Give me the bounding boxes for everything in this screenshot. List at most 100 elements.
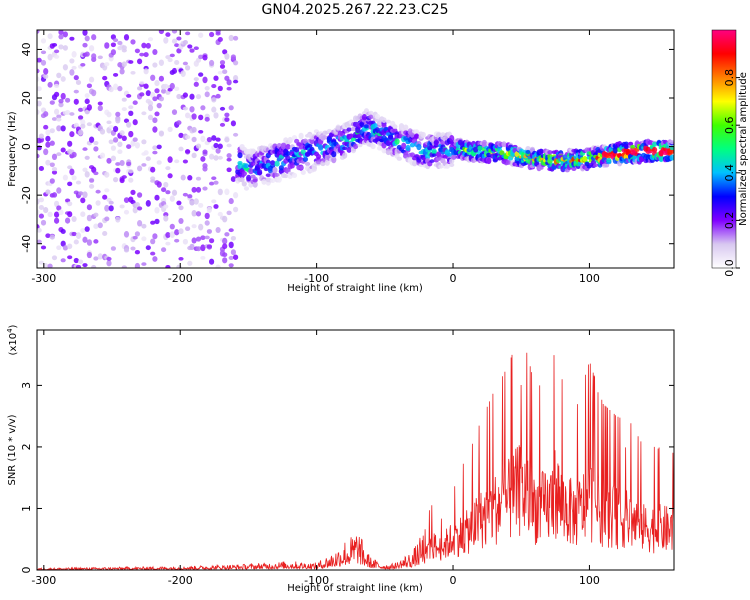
spectrogram-cell — [37, 68, 40, 74]
spectrogram-cell — [226, 157, 232, 162]
spectrogram-cell — [137, 165, 143, 172]
spectrogram-cell — [128, 130, 134, 138]
spectrogram-cell — [438, 164, 444, 169]
spectrogram-cell — [287, 136, 293, 144]
spectrogram-cell — [237, 152, 243, 159]
spectrogram-cell — [60, 147, 66, 153]
spectrogram-cell — [300, 170, 306, 175]
spectrogram-cell — [78, 129, 84, 136]
spectrogram-cell — [86, 104, 92, 111]
spectrogram-cell — [75, 180, 82, 185]
spectrogram-cell — [93, 212, 99, 218]
spectrogram-cell — [132, 100, 138, 105]
spectrogram-cell — [65, 97, 71, 103]
spectrogram-cell — [45, 135, 51, 142]
spectrogram-cell — [200, 156, 206, 162]
spectrogram-cell — [372, 123, 378, 129]
spectrogram-cell — [104, 204, 110, 212]
spectrogram-cell — [342, 146, 348, 151]
spectrogram-cell — [73, 257, 79, 264]
spectrogram-cell — [433, 140, 439, 145]
spectrogram-cell — [233, 254, 239, 260]
spectrogram-cell — [147, 37, 154, 42]
spectrogram-cell — [198, 114, 204, 121]
spectrogram-cell — [67, 165, 73, 170]
spectrogram-cell — [86, 122, 92, 127]
spectrogram-cell — [324, 159, 330, 166]
spectrogram-cell — [374, 113, 381, 120]
spectrogram-cell — [106, 157, 112, 164]
spectrogram-cell — [56, 117, 62, 122]
spectrogram-cell — [93, 239, 99, 244]
y-tick-label: 2 — [20, 443, 33, 450]
spectrogram-cell — [202, 166, 208, 172]
spectrogram-cell — [104, 42, 110, 49]
spectrogram-cell — [49, 178, 55, 184]
spectrogram-cell — [110, 246, 116, 251]
spectrogram-cell — [150, 91, 156, 99]
spectrogram-cell — [108, 200, 114, 205]
spectrogram-cell — [115, 162, 121, 166]
spectrogram-cell — [228, 34, 234, 42]
spectrogram-cell — [119, 130, 125, 136]
spectrogram-cell — [69, 69, 75, 76]
spectrogram-cell — [217, 37, 223, 42]
spectrogram-cell — [226, 153, 232, 159]
spectrogram-cell — [265, 173, 271, 178]
colorbar-tick-label: 0.0 — [723, 259, 736, 277]
spectrogram-cell — [104, 216, 110, 222]
spectrogram-cell — [97, 105, 103, 112]
spectrogram-cell — [213, 75, 219, 81]
spectrogram-cell — [606, 158, 612, 163]
spectrogram-cell — [342, 152, 348, 159]
spectrogram-cell — [154, 80, 160, 87]
spectrogram-cell — [130, 39, 136, 45]
spectrogram-cell — [224, 117, 230, 122]
spectrogram-cell — [278, 165, 284, 171]
spectrogram-cell — [82, 147, 88, 151]
spectrogram-cell — [191, 224, 197, 229]
spectrogram-cell — [191, 237, 197, 244]
spectrogram-cell — [274, 172, 280, 178]
spectrogram-cell — [182, 106, 188, 111]
x-tick-label: -200 — [168, 272, 193, 285]
spectrogram-cell — [261, 178, 267, 185]
spectrogram-cell — [171, 189, 178, 196]
spectrogram-cell — [187, 175, 193, 181]
spectrogram-cell — [174, 43, 180, 48]
spectrogram-cell — [226, 79, 232, 86]
spectrogram-cell — [211, 106, 217, 113]
y-tick-label: 0 — [20, 567, 33, 574]
spectrogram-cell — [37, 227, 42, 233]
spectrogram-cell — [113, 137, 119, 143]
spectrogram-cell — [71, 50, 77, 58]
spectrogram-cell — [62, 174, 68, 181]
spectrogram-cell — [171, 38, 178, 44]
spectrogram-cell — [612, 146, 618, 154]
spectrogram-cell — [43, 68, 49, 75]
spectrogram-cell — [315, 153, 322, 160]
spectrogram-cell — [224, 188, 230, 196]
spectrogram-cell — [669, 154, 674, 161]
spectrogram-cell — [228, 263, 234, 268]
spectrogram-cell — [132, 206, 138, 214]
spectrogram-cell — [401, 142, 407, 150]
spectrogram-cell — [392, 124, 398, 129]
spectrogram-cell — [222, 49, 228, 55]
spectrogram-cell — [658, 155, 664, 163]
spectrogram-cell — [106, 120, 112, 125]
spectrogram-cell — [499, 150, 505, 156]
snr-series-line — [37, 352, 674, 570]
colorbar-gradient — [711, 29, 737, 269]
spectrogram-cell — [174, 86, 180, 91]
spectrogram-cell — [154, 111, 160, 117]
spectrogram-cell — [571, 166, 577, 172]
spectrogram-cell — [158, 96, 164, 102]
spectrogram-cell — [143, 150, 149, 156]
spectrogram-cell — [126, 161, 132, 167]
spectrogram-cell — [409, 152, 415, 157]
spectrogram-y-axis-label: Frequency (Hz) — [7, 111, 18, 187]
spectrogram-cell — [51, 153, 58, 161]
spectrogram-cell — [139, 80, 145, 85]
